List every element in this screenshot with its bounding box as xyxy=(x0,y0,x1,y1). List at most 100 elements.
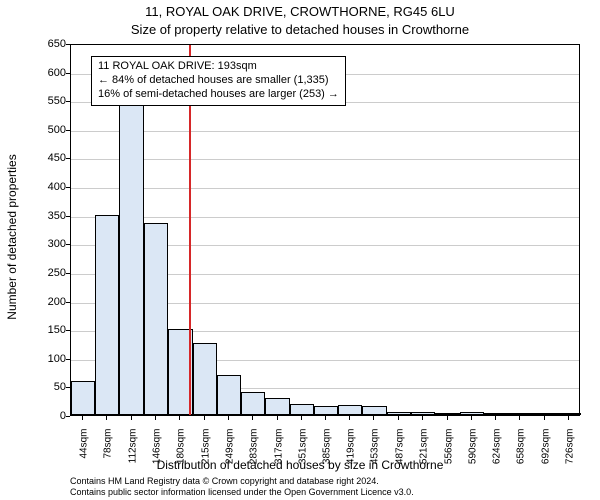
x-tick-label: 419sqm xyxy=(346,429,357,479)
x-tick-label: 215sqm xyxy=(200,429,211,479)
plot-area: 11 ROYAL OAK DRIVE: 193sqm← 84% of detac… xyxy=(70,44,580,416)
histogram-bar xyxy=(484,413,508,415)
x-tick-mark xyxy=(252,416,253,420)
x-tick-mark xyxy=(106,416,107,420)
histogram-bar xyxy=(290,404,314,415)
histogram-bar xyxy=(71,381,95,415)
x-tick-mark xyxy=(398,416,399,420)
x-tick-label: 44sqm xyxy=(79,429,90,479)
y-tick-mark xyxy=(66,216,70,217)
x-tick-label: 317sqm xyxy=(273,429,284,479)
chart-footer: Contains HM Land Registry data © Crown c… xyxy=(70,476,414,498)
x-tick-label: 453sqm xyxy=(370,429,381,479)
histogram-bar xyxy=(387,412,411,415)
y-tick-label: 100 xyxy=(26,353,66,365)
histogram-bar xyxy=(508,413,532,415)
y-tick-mark xyxy=(66,158,70,159)
x-tick-mark xyxy=(155,416,156,420)
y-tick-mark xyxy=(66,330,70,331)
y-tick-label: 450 xyxy=(26,152,66,164)
annotation-line: 16% of semi-detached houses are larger (… xyxy=(98,88,339,102)
y-tick-label: 500 xyxy=(26,124,66,136)
x-tick-mark xyxy=(495,416,496,420)
histogram-bar xyxy=(557,413,581,415)
y-tick-mark xyxy=(66,44,70,45)
histogram-bar xyxy=(338,405,362,415)
y-tick-label: 200 xyxy=(26,296,66,308)
histogram-bar xyxy=(362,406,386,415)
x-tick-mark xyxy=(179,416,180,420)
x-tick-mark xyxy=(568,416,569,420)
chart-container: 11, ROYAL OAK DRIVE, CROWTHORNE, RG45 6L… xyxy=(0,0,600,500)
histogram-bar xyxy=(314,406,338,415)
x-tick-label: 487sqm xyxy=(394,429,405,479)
y-tick-mark xyxy=(66,244,70,245)
y-tick-mark xyxy=(66,73,70,74)
y-tick-label: 350 xyxy=(26,210,66,222)
x-tick-label: 590sqm xyxy=(468,429,479,479)
histogram-bar xyxy=(144,223,168,415)
x-tick-label: 658sqm xyxy=(516,429,527,479)
y-tick-label: 550 xyxy=(26,95,66,107)
gridline xyxy=(71,131,579,132)
annotation-line: ← 84% of detached houses are smaller (1,… xyxy=(98,74,339,88)
y-tick-label: 650 xyxy=(26,38,66,50)
x-tick-mark xyxy=(544,416,545,420)
y-tick-mark xyxy=(66,387,70,388)
x-tick-mark xyxy=(373,416,374,420)
histogram-bar xyxy=(193,343,217,415)
y-axis-label: Number of detached properties xyxy=(5,154,19,319)
x-tick-label: 556sqm xyxy=(443,429,454,479)
y-tick-mark xyxy=(66,302,70,303)
x-tick-mark xyxy=(82,416,83,420)
histogram-bar xyxy=(217,375,241,415)
chart-title-subtitle: Size of property relative to detached ho… xyxy=(0,22,600,37)
x-tick-mark xyxy=(301,416,302,420)
x-tick-mark xyxy=(325,416,326,420)
x-tick-label: 112sqm xyxy=(127,429,138,479)
x-tick-label: 78sqm xyxy=(103,429,114,479)
y-tick-label: 0 xyxy=(26,410,66,422)
footer-line-2: Contains public sector information licen… xyxy=(70,487,414,498)
x-tick-label: 180sqm xyxy=(175,429,186,479)
gridline xyxy=(71,159,579,160)
histogram-bar xyxy=(411,412,435,415)
histogram-bar xyxy=(533,413,557,415)
x-tick-label: 283sqm xyxy=(249,429,260,479)
x-tick-label: 351sqm xyxy=(297,429,308,479)
y-tick-label: 600 xyxy=(26,67,66,79)
y-tick-mark xyxy=(66,273,70,274)
x-tick-label: 385sqm xyxy=(322,429,333,479)
footer-line-1: Contains HM Land Registry data © Crown c… xyxy=(70,476,414,487)
x-tick-label: 692sqm xyxy=(540,429,551,479)
x-tick-label: 146sqm xyxy=(151,429,162,479)
x-tick-label: 726sqm xyxy=(564,429,575,479)
x-tick-mark xyxy=(422,416,423,420)
histogram-bar xyxy=(95,215,119,415)
x-tick-mark xyxy=(204,416,205,420)
y-tick-label: 400 xyxy=(26,181,66,193)
histogram-bar xyxy=(265,398,289,415)
x-tick-mark xyxy=(447,416,448,420)
x-tick-mark xyxy=(471,416,472,420)
histogram-bar xyxy=(435,413,460,415)
histogram-bar xyxy=(119,100,143,415)
histogram-bar xyxy=(241,392,265,415)
y-tick-mark xyxy=(66,359,70,360)
x-tick-mark xyxy=(228,416,229,420)
x-tick-label: 249sqm xyxy=(225,429,236,479)
y-tick-mark xyxy=(66,130,70,131)
x-tick-mark xyxy=(131,416,132,420)
annotation-line: 11 ROYAL OAK DRIVE: 193sqm xyxy=(98,60,339,74)
chart-title-address: 11, ROYAL OAK DRIVE, CROWTHORNE, RG45 6L… xyxy=(0,4,600,19)
histogram-bar xyxy=(460,412,484,415)
x-tick-label: 624sqm xyxy=(492,429,503,479)
y-tick-label: 250 xyxy=(26,267,66,279)
y-tick-label: 150 xyxy=(26,324,66,336)
y-tick-mark xyxy=(66,187,70,188)
x-tick-mark xyxy=(277,416,278,420)
gridline xyxy=(71,217,579,218)
y-tick-mark xyxy=(66,101,70,102)
y-tick-mark xyxy=(66,416,70,417)
x-tick-mark xyxy=(519,416,520,420)
